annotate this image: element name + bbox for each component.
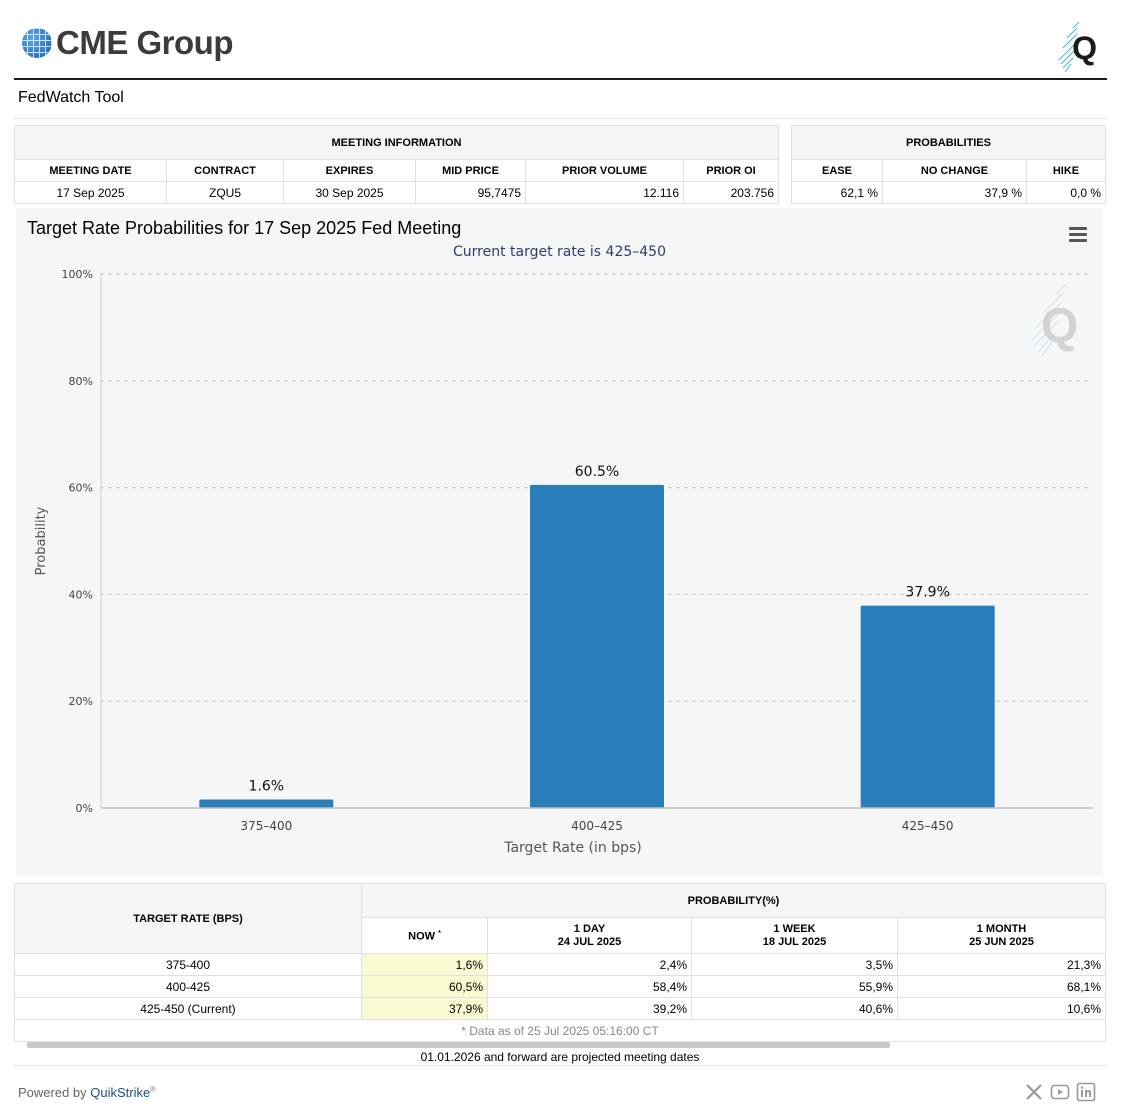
- q-lines-icon: [1058, 21, 1079, 73]
- one-day-cell: 2,4%: [487, 953, 692, 976]
- y-axis-title: Probability: [34, 506, 49, 575]
- page-header: CME Group Q: [14, 14, 1107, 80]
- now-header: NOW *: [361, 917, 488, 954]
- now-cell: 1,6%: [361, 953, 488, 976]
- q-watermark-icon: Q: [1031, 283, 1078, 357]
- y-tick-label: 100%: [62, 268, 93, 281]
- one-day-cell: 39,2%: [487, 997, 692, 1020]
- rate-cell: 400-425: [14, 975, 362, 998]
- y-tick-label: 60%: [69, 482, 93, 495]
- one-month-cell: 10,6%: [897, 997, 1106, 1020]
- col-contract: CONTRACT: [166, 159, 284, 182]
- social-links: [1024, 1082, 1096, 1102]
- one-day-header: 1 DAY 24 JUL 2025: [487, 917, 692, 954]
- hike-value: 0,0 %: [1026, 181, 1106, 204]
- col-expires: EXPIRES: [283, 159, 416, 182]
- one-week-cell: 3,5%: [691, 953, 898, 976]
- y-tick-label: 20%: [69, 695, 93, 708]
- col-prior-volume: PRIOR VOLUME: [525, 159, 684, 182]
- col-prior-oi: PRIOR OI: [683, 159, 779, 182]
- col-hike: HIKE: [1026, 159, 1106, 182]
- one-day-cell: 58,4%: [487, 975, 692, 998]
- probabilities-table: PROBABILITIES EASE NO CHANGE HIKE 62,1 %…: [791, 125, 1106, 204]
- now-cell: 37,9%: [361, 997, 488, 1020]
- y-tick-label: 40%: [69, 588, 93, 601]
- col-meeting-date: MEETING DATE: [14, 159, 167, 182]
- now-cell: 60,5%: [361, 975, 488, 998]
- one-week-cell: 40,6%: [691, 997, 898, 1020]
- one-week-cell: 55,9%: [691, 975, 898, 998]
- projection-note: 01.01.2026 and forward are projected mee…: [420, 1050, 700, 1064]
- bar: [530, 484, 664, 808]
- chart-panel: Q 0% 20% 40% 60% 80% 100% 1.6% 60.5% 37.9% 375–…: [16, 208, 1103, 876]
- probability-header: PROBABILITY(%): [361, 883, 1106, 918]
- divider: [14, 1065, 1107, 1066]
- mid-price-value: 95,7475: [415, 181, 526, 204]
- table-row: 375-400 1,6% 2,4% 3,5% 21,3%: [14, 953, 1106, 976]
- rate-cell: 425-450 (Current): [14, 997, 362, 1020]
- x-tick-label: 425–450: [902, 819, 954, 833]
- col-ease: EASE: [791, 159, 883, 182]
- expires-value: 30 Sep 2025: [283, 181, 416, 204]
- y-tick-label: 0%: [76, 802, 93, 815]
- chart-menu-icon[interactable]: [1069, 227, 1087, 242]
- bar-data-label: 37.9%: [905, 585, 949, 601]
- prior-oi-value: 203.756: [683, 181, 779, 204]
- globe-icon: [22, 28, 52, 58]
- one-month-cell: 21,3%: [897, 953, 1106, 976]
- cme-group-logo[interactable]: CME Group: [22, 24, 233, 62]
- y-tick-label: 80%: [69, 375, 93, 388]
- divider: [14, 118, 1107, 119]
- contract-value: ZQU5: [166, 181, 284, 204]
- one-month-header: 1 MONTH 25 JUN 2025: [897, 917, 1106, 954]
- probability-history-table: TARGET RATE (BPS) PROBABILITY(%) NOW * 1…: [14, 883, 1106, 1042]
- quikstrike-q-logo: Q: [1057, 20, 1097, 76]
- one-month-cell: 68,1%: [897, 975, 1106, 998]
- y-axis: 0% 20% 40% 60% 80% 100%: [62, 268, 102, 815]
- x-axis-title: Target Rate (in bps): [503, 840, 642, 856]
- bar: [199, 799, 334, 808]
- table-row: 425-450 (Current) 37,9% 39,2% 40,6% 10,6…: [14, 997, 1106, 1020]
- probabilities-header: PROBABILITIES: [791, 125, 1106, 160]
- rate-cell: 375-400: [14, 953, 362, 976]
- x-axis: 375–400 400–425 425–450: [101, 807, 1093, 833]
- col-mid-price: MID PRICE: [415, 159, 526, 182]
- q-letter: Q: [1072, 30, 1097, 66]
- bar-data-label: 1.6%: [249, 778, 285, 794]
- x-tick-label: 400–425: [571, 819, 623, 833]
- powered-by: Powered by QuikStrike®: [18, 1085, 156, 1100]
- horizontal-scrollbar[interactable]: [27, 1042, 890, 1048]
- meeting-info-header: MEETING INFORMATION: [14, 125, 779, 160]
- x-icon[interactable]: [1024, 1082, 1044, 1102]
- tool-title: FedWatch Tool: [18, 89, 124, 106]
- col-no-change: NO CHANGE: [882, 159, 1027, 182]
- prior-volume-value: 12.116: [525, 181, 684, 204]
- one-week-header: 1 WEEK 18 JUL 2025: [691, 917, 898, 954]
- target-rate-header: TARGET RATE (BPS): [14, 883, 362, 954]
- chart-subtitle: Current target rate is 425–450: [452, 244, 666, 260]
- data-timestamp-note: * Data as of 25 Jul 2025 05:16:00 CT: [14, 1019, 1106, 1042]
- linkedin-icon[interactable]: [1076, 1082, 1096, 1102]
- svg-text:Q: Q: [1041, 300, 1078, 353]
- ease-value: 62,1 %: [791, 181, 883, 204]
- x-tick-label: 375–400: [240, 819, 292, 833]
- no-change-value: 37,9 %: [882, 181, 1027, 204]
- chart-title: Target Rate Probabilities for 17 Sep 202…: [27, 218, 462, 238]
- bars: 1.6% 60.5% 37.9%: [199, 464, 995, 808]
- youtube-icon[interactable]: [1050, 1082, 1070, 1102]
- quikstrike-link[interactable]: QuikStrike: [90, 1085, 151, 1100]
- probability-chart: Q 0% 20% 40% 60% 80% 100% 1.6% 60.5% 37.9% 375–…: [34, 268, 1094, 856]
- table-row: 400-425 60,5% 58,4% 55,9% 68,1%: [14, 975, 1106, 998]
- bar: [860, 605, 995, 808]
- bar-data-label: 60.5%: [575, 464, 619, 480]
- brand-name: CME Group: [56, 24, 233, 61]
- meeting-date-value: 17 Sep 2025: [14, 181, 167, 204]
- meeting-info-table: MEETING INFORMATION MEETING DATE CONTRAC…: [14, 125, 779, 204]
